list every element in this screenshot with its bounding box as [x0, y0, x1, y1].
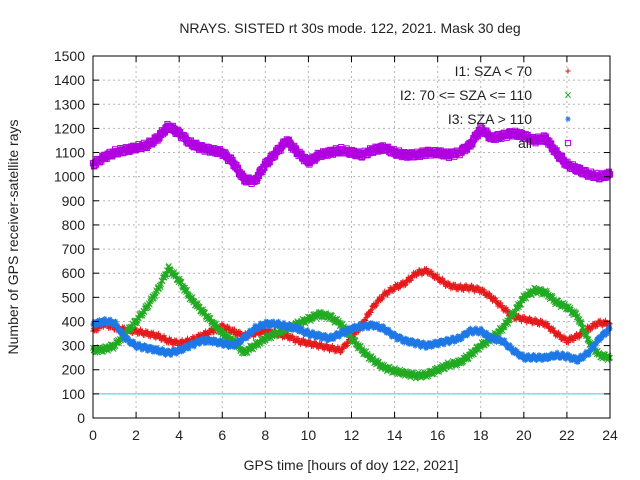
data-point	[204, 340, 210, 346]
x-tick-label: 0	[89, 427, 97, 443]
legend-marker	[565, 116, 571, 122]
data-point	[223, 330, 230, 337]
data-point	[194, 337, 200, 343]
data-point	[110, 346, 117, 352]
data-point	[313, 335, 319, 341]
x-tick-label: 12	[344, 427, 360, 443]
data-point	[247, 327, 253, 333]
data-point	[178, 346, 184, 352]
data-point	[209, 341, 216, 347]
x-tick-label: 4	[175, 427, 183, 443]
data-point	[241, 332, 247, 339]
data-point	[142, 342, 148, 348]
data-point	[260, 324, 266, 330]
data-point	[155, 346, 161, 353]
data-point	[516, 301, 523, 308]
data-point	[317, 331, 323, 337]
legend-label: all	[518, 135, 532, 151]
x-tick-label: 22	[559, 427, 575, 443]
x-axis-label: GPS time [hours of doy 122, 2021]	[244, 457, 459, 473]
data-point	[294, 323, 300, 329]
y-tick-label: 900	[62, 193, 86, 209]
y-axis-label: Number of GPS receiver-satellite rays	[5, 120, 21, 355]
y-tick-label: 1000	[54, 169, 85, 185]
data-point	[115, 340, 122, 347]
y-tick-label: 0	[77, 410, 85, 426]
legend-label: I3: SZA > 110	[448, 111, 532, 127]
y-tick-label: 1300	[54, 96, 85, 112]
data-point	[549, 292, 556, 299]
y-tick-label: 400	[62, 313, 86, 329]
y-tick-label: 500	[62, 289, 86, 305]
x-tick-label: 6	[218, 427, 226, 443]
x-tick-label: 14	[387, 427, 403, 443]
series-group	[89, 120, 614, 382]
data-point	[207, 336, 213, 343]
y-tick-label: 1500	[54, 48, 85, 64]
data-point	[331, 336, 337, 342]
data-point	[572, 309, 579, 316]
data-point	[275, 318, 282, 324]
y-tick-label: 200	[62, 362, 86, 378]
x-tick-label: 10	[301, 427, 317, 443]
x-tick-label: 16	[430, 427, 446, 443]
data-point	[322, 332, 329, 338]
data-point	[146, 347, 152, 353]
data-point	[113, 320, 119, 326]
x-tick-label: 18	[473, 427, 489, 443]
data-point	[144, 304, 151, 311]
data-point	[114, 322, 121, 328]
data-point	[126, 337, 132, 343]
y-tick-label: 1200	[54, 120, 85, 136]
data-point	[299, 325, 305, 331]
data-point	[233, 343, 239, 349]
x-tick-label: 8	[261, 427, 269, 443]
y-tick-label: 700	[62, 241, 86, 257]
x-tick-label: 2	[132, 427, 140, 443]
y-tick-label: 100	[62, 386, 86, 402]
data-point	[186, 346, 192, 352]
data-point	[324, 334, 331, 340]
data-point	[165, 347, 171, 354]
data-point	[308, 315, 315, 322]
legend-label: I2: 70 <= SZA <= 110	[400, 87, 532, 103]
chart-title: NRAYS. SISTED rt 30s mode. 122, 2021. Ma…	[179, 20, 520, 36]
data-point	[120, 329, 126, 336]
data-point	[256, 325, 263, 332]
data-point	[162, 273, 169, 280]
series-1	[90, 262, 613, 382]
series-2	[90, 316, 613, 365]
y-tick-label: 1100	[55, 145, 85, 161]
y-tick-label: 800	[62, 217, 86, 233]
data-point	[459, 359, 466, 366]
data-point	[180, 348, 187, 354]
data-point	[578, 318, 585, 325]
data-point	[139, 312, 146, 319]
data-point	[270, 318, 276, 324]
x-tick-label: 20	[516, 427, 532, 443]
legend-label: I1: SZA < 70	[455, 63, 533, 79]
y-tick-label: 600	[62, 265, 86, 281]
y-tick-label: 1400	[54, 72, 85, 88]
data-point	[162, 271, 169, 278]
data-point	[231, 344, 238, 350]
y-tick-label: 300	[62, 338, 86, 354]
x-tick-label: 24	[602, 427, 618, 443]
